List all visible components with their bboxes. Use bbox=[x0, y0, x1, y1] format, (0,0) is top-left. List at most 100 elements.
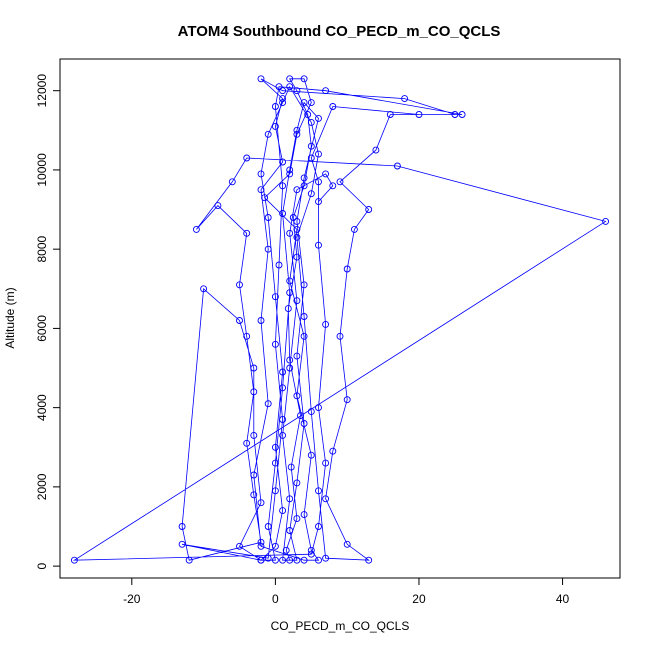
data-point bbox=[250, 388, 258, 396]
data-point bbox=[264, 245, 272, 253]
data-point bbox=[275, 261, 283, 269]
data-point bbox=[315, 178, 322, 186]
data-point bbox=[307, 142, 315, 150]
data-point bbox=[286, 356, 294, 364]
data-point bbox=[307, 408, 315, 416]
data-point bbox=[286, 289, 294, 297]
data-point bbox=[257, 542, 265, 550]
data-point bbox=[300, 313, 308, 320]
data-point bbox=[279, 182, 287, 190]
data-point bbox=[293, 130, 301, 138]
data-point bbox=[243, 332, 251, 340]
data-point bbox=[257, 186, 265, 194]
y-tick-label: 8000 bbox=[35, 235, 49, 262]
data-point bbox=[257, 317, 265, 324]
data-point bbox=[279, 507, 287, 515]
y-tick-label: 4000 bbox=[35, 394, 49, 421]
data-point bbox=[250, 431, 258, 439]
data-point bbox=[336, 178, 344, 186]
data-point bbox=[286, 495, 294, 503]
data-point bbox=[192, 225, 200, 233]
data-point bbox=[307, 546, 315, 554]
data-point bbox=[293, 515, 301, 523]
data-point bbox=[315, 404, 322, 412]
data-point bbox=[279, 368, 287, 376]
data-point bbox=[286, 170, 294, 178]
data-point bbox=[257, 170, 265, 178]
data-point bbox=[300, 182, 308, 190]
data-point bbox=[236, 281, 243, 289]
data-point bbox=[322, 459, 330, 467]
data-point bbox=[322, 170, 330, 178]
data-point bbox=[271, 556, 279, 564]
data-point bbox=[250, 491, 258, 499]
data-point bbox=[343, 540, 351, 548]
data-point bbox=[293, 392, 301, 400]
data-point bbox=[279, 158, 287, 166]
data-point bbox=[350, 225, 358, 233]
data-point bbox=[243, 439, 251, 447]
data-point bbox=[365, 206, 373, 213]
data-point bbox=[178, 540, 186, 548]
data-point bbox=[300, 511, 308, 519]
data-point bbox=[70, 556, 78, 564]
data-point bbox=[293, 233, 301, 241]
data-point bbox=[257, 538, 265, 546]
data-point bbox=[286, 527, 294, 534]
data-point bbox=[275, 83, 283, 91]
data-point bbox=[415, 111, 423, 118]
data-point bbox=[271, 122, 279, 130]
data-point bbox=[602, 217, 610, 225]
data-point bbox=[336, 332, 344, 340]
data-point bbox=[322, 554, 330, 562]
data-point bbox=[236, 542, 243, 550]
y-axis-label: Altitude (m) bbox=[3, 287, 17, 348]
data-point bbox=[293, 225, 301, 233]
data-point bbox=[401, 95, 409, 103]
data-point bbox=[264, 554, 272, 562]
y-tick-label: 0 bbox=[35, 562, 49, 569]
data-point bbox=[293, 87, 301, 95]
data-point bbox=[287, 463, 295, 471]
data-point bbox=[257, 556, 265, 564]
data-point bbox=[300, 420, 308, 427]
data-point bbox=[257, 75, 265, 83]
data-point bbox=[279, 384, 287, 392]
data-point bbox=[293, 126, 301, 134]
data-point bbox=[297, 412, 304, 420]
data-point bbox=[286, 229, 294, 237]
data-point bbox=[243, 229, 251, 237]
data-point bbox=[257, 499, 265, 507]
data-point bbox=[451, 111, 459, 118]
data-point bbox=[185, 556, 193, 564]
data-point bbox=[271, 103, 279, 110]
data-point bbox=[271, 487, 279, 495]
data-point bbox=[315, 241, 322, 249]
data-point bbox=[300, 75, 308, 83]
data-point bbox=[293, 297, 301, 305]
data-point bbox=[264, 523, 272, 530]
y-axis: 0 2000 4000 6000 8000 10000 12000 bbox=[35, 74, 61, 569]
data-point bbox=[289, 214, 297, 221]
data-point bbox=[329, 103, 337, 110]
x-axis-label: CO_PECD_m_CO_QCLS bbox=[271, 619, 410, 633]
data-point bbox=[307, 118, 315, 126]
data-point bbox=[300, 332, 308, 340]
data-point bbox=[315, 556, 322, 564]
data-point bbox=[293, 217, 301, 225]
data-point bbox=[279, 416, 287, 423]
data-point bbox=[261, 194, 269, 202]
data-point bbox=[286, 364, 294, 372]
data-point bbox=[322, 495, 330, 503]
data-point bbox=[279, 95, 287, 103]
data-point bbox=[264, 400, 272, 408]
data-point bbox=[293, 186, 301, 194]
x-tick-label: -20 bbox=[123, 592, 141, 606]
data-point bbox=[264, 214, 272, 221]
data-point bbox=[279, 87, 287, 95]
series-line bbox=[72, 78, 607, 561]
data-point bbox=[279, 210, 287, 217]
data-point bbox=[458, 111, 466, 118]
x-axis: -20 0 20 40 bbox=[123, 577, 570, 606]
